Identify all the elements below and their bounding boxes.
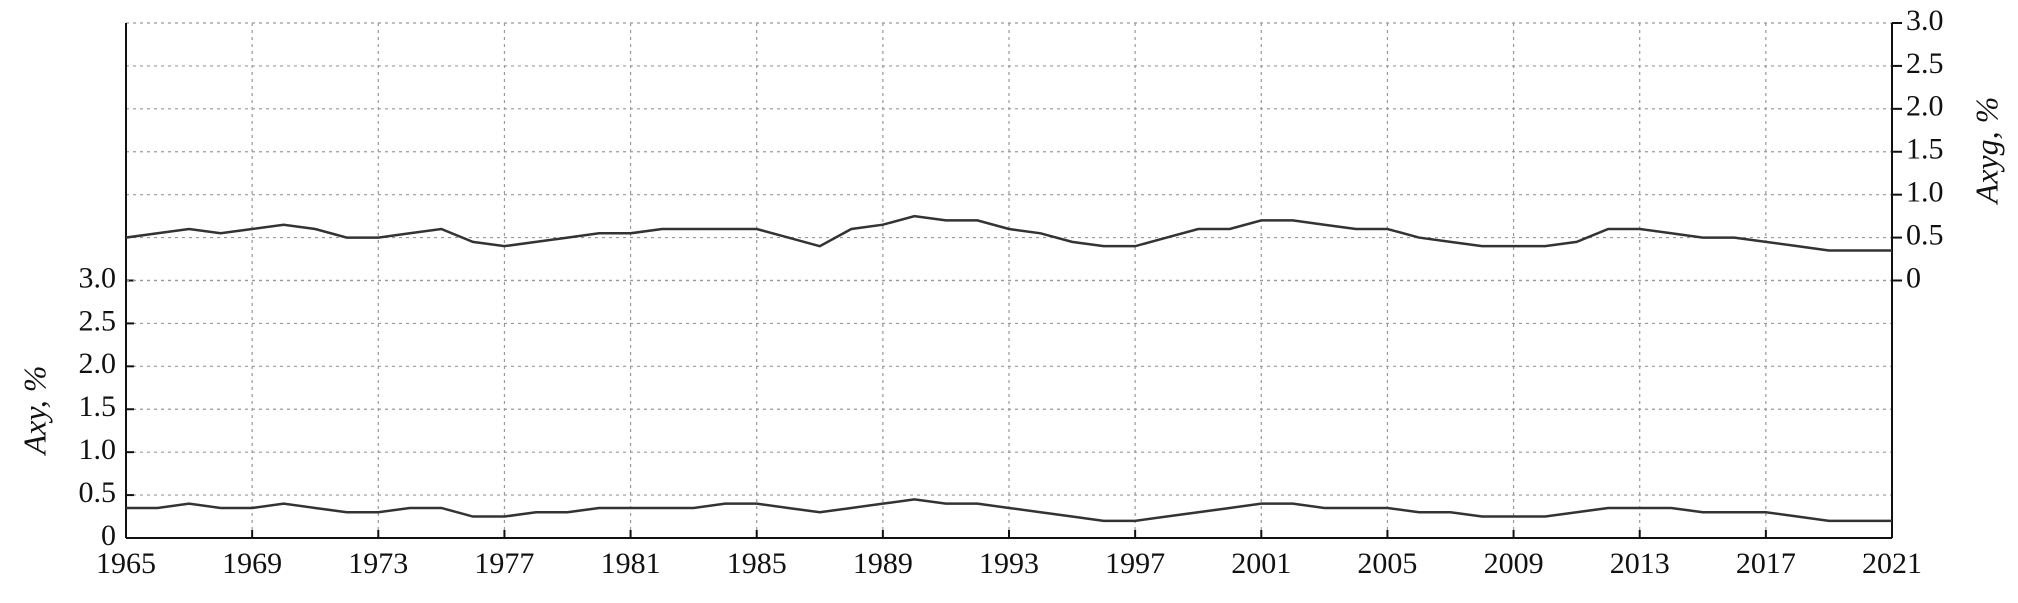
- x-tick-label: 1989: [853, 547, 913, 580]
- x-tick-label: 1973: [348, 547, 408, 580]
- y2-tick-label: 1.5: [1906, 133, 1944, 166]
- x-tick-label: 2005: [1357, 547, 1417, 580]
- y2-tick-label: 3.0: [1906, 4, 1944, 37]
- y-tick-label: 3.0: [79, 261, 117, 294]
- y2-tick-label: 0: [1906, 261, 1921, 294]
- y2-tick-label: 2.0: [1906, 90, 1944, 123]
- series-line: [125, 214, 1892, 252]
- x-tick-label: 1969: [222, 547, 282, 580]
- x-tick-label: 1965: [96, 547, 156, 580]
- y-tick-label: 1.0: [79, 433, 117, 466]
- y2-tick-label: 1.0: [1906, 176, 1944, 209]
- x-tick-label: 1997: [1105, 547, 1165, 580]
- x-tick-label: 1981: [601, 547, 661, 580]
- x-tick-label: 1993: [979, 547, 1039, 580]
- x-tick-label: 2021: [1862, 547, 1922, 580]
- x-tick-label: 1977: [474, 547, 534, 580]
- y2-axis-label: Axyg, %: [1968, 97, 2004, 206]
- x-tick-label: 2017: [1736, 547, 1796, 580]
- y-tick-label: 0.5: [79, 476, 117, 509]
- y2-tick-label: 0.5: [1906, 218, 1944, 251]
- y-tick-label: 1.5: [79, 390, 117, 423]
- y-axis-label: Axy, %: [16, 366, 52, 457]
- x-tick-label: 1985: [727, 547, 787, 580]
- y-tick-label: 2.5: [79, 304, 117, 337]
- series-line: [126, 498, 1892, 523]
- x-tick-label: 2001: [1231, 547, 1291, 580]
- y2-tick-label: 2.5: [1906, 47, 1944, 80]
- x-tick-label: 2013: [1610, 547, 1670, 580]
- x-tick-label: 2009: [1484, 547, 1544, 580]
- y-tick-label: 0: [101, 519, 116, 552]
- y-tick-label: 2.0: [79, 347, 117, 380]
